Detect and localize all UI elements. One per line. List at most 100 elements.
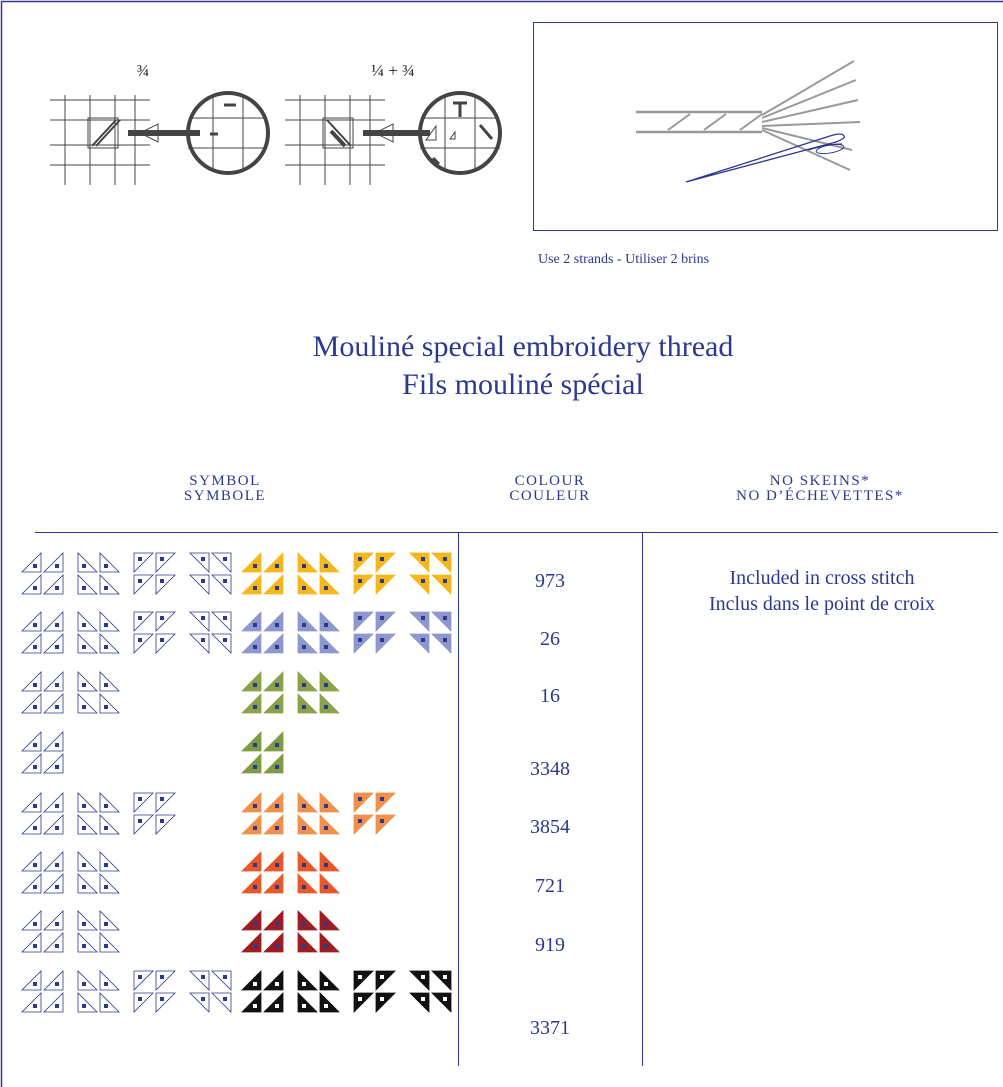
symbol-mark bbox=[253, 804, 257, 808]
symbol-mark bbox=[55, 586, 59, 590]
symbol-mark bbox=[104, 982, 108, 986]
symbol-mark bbox=[138, 797, 142, 801]
symbol-mark bbox=[55, 743, 59, 747]
symbol-triangle bbox=[241, 814, 262, 835]
symbol-triangle bbox=[297, 992, 318, 1013]
symbol-triangle bbox=[77, 671, 98, 692]
symbol-mark bbox=[443, 616, 447, 620]
symbol-triangle bbox=[43, 851, 64, 872]
symbol-triangle bbox=[263, 671, 284, 692]
symbol-triangle bbox=[241, 851, 262, 872]
symbol-triangle bbox=[375, 814, 396, 835]
symbol-mark bbox=[55, 683, 59, 687]
symbol-triangle bbox=[297, 910, 318, 931]
colour-number: 26 bbox=[540, 628, 560, 650]
symbol-mark bbox=[82, 564, 86, 568]
symbol-triangle bbox=[99, 633, 120, 654]
symbol-triangle bbox=[263, 814, 284, 835]
symbol-triangle bbox=[241, 552, 262, 573]
symbol-triangle bbox=[155, 814, 176, 835]
symbol-triangle bbox=[353, 814, 374, 835]
symbol-mark bbox=[33, 944, 37, 948]
symbol-triangle bbox=[431, 574, 452, 595]
column-header: SYMBOL bbox=[189, 473, 261, 489]
symbol-triangle bbox=[133, 611, 154, 632]
symbol-mark bbox=[358, 975, 362, 979]
symbol-mark bbox=[104, 586, 108, 590]
symbol-mark bbox=[160, 579, 164, 583]
symbol-triangle bbox=[431, 633, 452, 654]
symbol-triangle bbox=[297, 970, 318, 991]
symbol-mark bbox=[275, 743, 279, 747]
symbol-mark bbox=[33, 683, 37, 687]
symbol-triangle bbox=[189, 992, 210, 1013]
symbol-mark bbox=[55, 623, 59, 627]
symbol-mark bbox=[324, 944, 328, 948]
symbol-mark bbox=[138, 997, 142, 1001]
symbol-mark bbox=[223, 579, 227, 583]
symbol-triangle bbox=[263, 552, 284, 573]
symbol-triangle bbox=[353, 552, 374, 573]
symbol-triangle bbox=[297, 932, 318, 953]
symbol-triangle bbox=[353, 992, 374, 1013]
symbol-mark bbox=[324, 683, 328, 687]
symbol-mark bbox=[138, 557, 142, 561]
symbol-triangle bbox=[319, 792, 340, 813]
symbol-triangle bbox=[211, 552, 232, 573]
symbol-triangle bbox=[99, 611, 120, 632]
symbol-triangle bbox=[241, 611, 262, 632]
symbol-triangle bbox=[43, 693, 64, 714]
symbol-mark bbox=[55, 826, 59, 830]
symbol-triangle bbox=[21, 814, 42, 835]
symbol-mark bbox=[201, 557, 205, 561]
symbol-triangle bbox=[77, 792, 98, 813]
symbol-mark bbox=[223, 557, 227, 561]
symbol-mark bbox=[104, 885, 108, 889]
symbol-mark bbox=[223, 997, 227, 1001]
symbol-triangle bbox=[211, 633, 232, 654]
note: Inclus dans le point de croix bbox=[709, 593, 935, 615]
symbol-mark bbox=[33, 1004, 37, 1008]
symbol-mark bbox=[380, 997, 384, 1001]
symbol-triangle bbox=[353, 574, 374, 595]
symbol-triangle bbox=[263, 992, 284, 1013]
symbol-triangle bbox=[21, 633, 42, 654]
symbol-triangle bbox=[297, 814, 318, 835]
symbol-triangle bbox=[21, 693, 42, 714]
symbol-triangle bbox=[375, 552, 396, 573]
symbol-mark bbox=[82, 586, 86, 590]
symbol-mark bbox=[55, 944, 59, 948]
note: Included in cross stitch bbox=[730, 567, 915, 589]
symbol-triangle bbox=[297, 873, 318, 894]
symbol-triangle bbox=[21, 731, 42, 752]
symbol-triangle bbox=[43, 910, 64, 931]
colour-number: 3854 bbox=[530, 816, 570, 838]
symbol-triangle bbox=[21, 552, 42, 573]
symbol-triangle bbox=[21, 873, 42, 894]
symbol-triangle bbox=[263, 574, 284, 595]
symbol-triangle bbox=[189, 552, 210, 573]
symbol-mark bbox=[104, 863, 108, 867]
symbol-triangle bbox=[133, 633, 154, 654]
symbol-mark bbox=[358, 638, 362, 642]
symbol-triangle bbox=[211, 574, 232, 595]
symbol-mark bbox=[302, 705, 306, 709]
symbol-triangle bbox=[99, 792, 120, 813]
symbol-mark bbox=[421, 616, 425, 620]
symbol-triangle bbox=[77, 910, 98, 931]
symbol-triangle bbox=[155, 792, 176, 813]
symbol-mark bbox=[380, 975, 384, 979]
symbol-mark bbox=[358, 819, 362, 823]
symbol-mark bbox=[33, 705, 37, 709]
symbol-mark bbox=[82, 863, 86, 867]
symbol-triangle bbox=[189, 574, 210, 595]
symbol-triangle bbox=[43, 873, 64, 894]
symbol-triangle bbox=[263, 693, 284, 714]
symbol-triangle bbox=[43, 633, 64, 654]
symbol-mark bbox=[138, 579, 142, 583]
symbol-mark bbox=[138, 616, 142, 620]
symbol-triangle bbox=[43, 753, 64, 774]
symbol-mark bbox=[55, 705, 59, 709]
symbol-mark bbox=[201, 975, 205, 979]
